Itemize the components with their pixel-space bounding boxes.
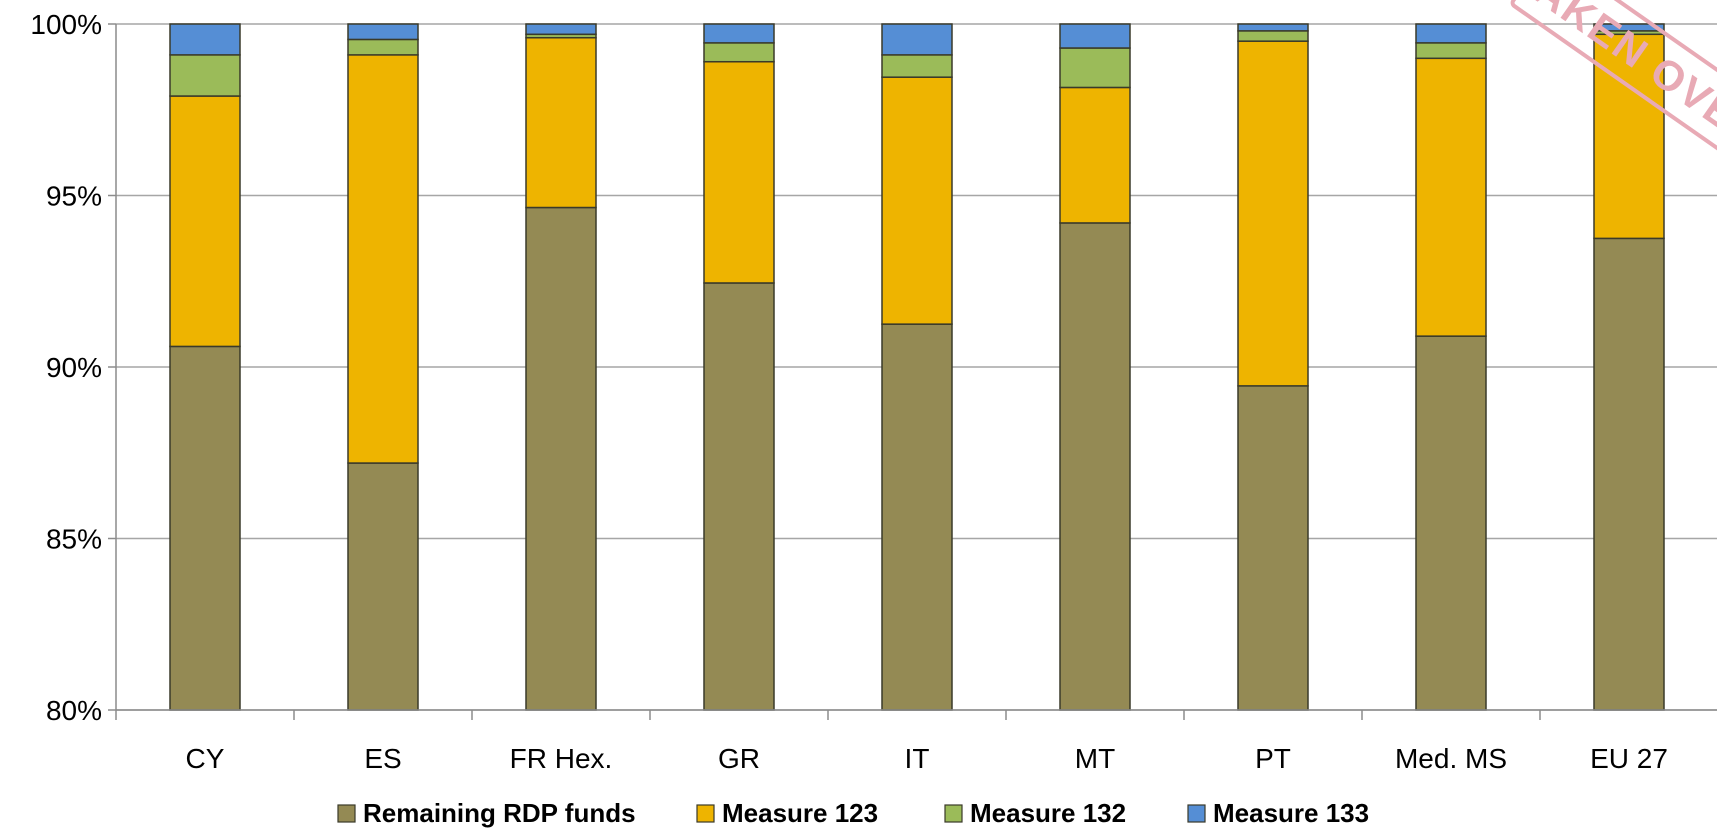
y-tick-label: 90% <box>46 352 102 383</box>
y-tick-label: 95% <box>46 181 102 212</box>
bar-segment <box>1237 40 1309 387</box>
bar-segment <box>347 462 419 711</box>
watermark-box <box>1510 0 1717 160</box>
legend-label: Measure 123 <box>722 798 878 828</box>
x-tick-label: FR Hex. <box>510 743 613 774</box>
bar-segment <box>1415 57 1487 337</box>
bar-segment <box>525 23 597 36</box>
bar-segment <box>1237 30 1309 42</box>
bar-segment <box>525 36 597 209</box>
bar-segment <box>347 54 419 464</box>
bar-segment <box>703 282 775 711</box>
x-tick-label: IT <box>905 743 930 774</box>
bar-segment <box>881 323 953 711</box>
x-tick-label: ES <box>364 743 401 774</box>
bar-segment <box>1593 23 1665 32</box>
bar-segment <box>1237 23 1309 32</box>
y-tick-label: 85% <box>46 524 102 555</box>
bar-segment <box>169 95 241 348</box>
x-tick-labels: CY ES FR Hex. GR IT MT PT Med. MS EU 27 <box>186 743 1668 774</box>
bar-segment <box>703 42 775 63</box>
x-tick-label: PT <box>1255 743 1291 774</box>
legend-label: Measure 132 <box>970 798 1126 828</box>
x-tick-label: GR <box>718 743 760 774</box>
bar-segment <box>525 206 597 711</box>
legend-swatch <box>1187 804 1206 823</box>
bar-segment <box>169 54 241 97</box>
bar-segment <box>1059 47 1131 89</box>
y-tick-labels: 80% 85% 90% 95% 100% <box>30 9 102 726</box>
x-tick-label: CY <box>186 743 225 774</box>
bar-segment <box>1059 222 1131 711</box>
bar-segment <box>881 76 953 325</box>
bar-segment <box>881 23 953 56</box>
bar-segment <box>1059 23 1131 49</box>
bar-segment <box>881 54 953 78</box>
axes <box>108 23 1717 720</box>
bar-segment <box>703 60 775 284</box>
bar-segment <box>1415 335 1487 711</box>
bars <box>169 23 1665 711</box>
legend-label: Remaining RDP funds <box>363 798 636 828</box>
bar-segment <box>347 23 419 41</box>
legend: Remaining RDP funds Measure 123 Measure 13… <box>337 798 1369 828</box>
bar-segment <box>169 23 241 56</box>
legend-label: Measure 133 <box>1213 798 1369 828</box>
y-tick-label: 100% <box>30 9 102 40</box>
legend-swatch <box>944 804 963 823</box>
bar-segment <box>703 23 775 44</box>
bar-segment <box>1593 237 1665 711</box>
bar-segment <box>347 38 419 56</box>
bar-segment <box>169 345 241 711</box>
legend-swatch <box>337 804 356 823</box>
bar-segment <box>1059 86 1131 224</box>
bar-segment <box>1415 42 1487 60</box>
x-tick-label: MT <box>1075 743 1115 774</box>
bar-segment <box>1237 385 1309 711</box>
legend-swatch <box>696 804 715 823</box>
x-tick-label: EU 27 <box>1590 743 1668 774</box>
bar-segment <box>1415 23 1487 44</box>
x-tick-label: Med. MS <box>1395 743 1507 774</box>
y-tick-label: 80% <box>46 695 102 726</box>
